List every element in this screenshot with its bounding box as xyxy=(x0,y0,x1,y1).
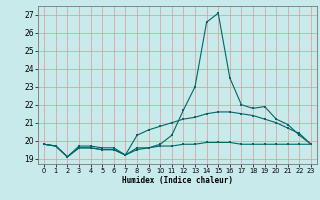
X-axis label: Humidex (Indice chaleur): Humidex (Indice chaleur) xyxy=(122,176,233,185)
